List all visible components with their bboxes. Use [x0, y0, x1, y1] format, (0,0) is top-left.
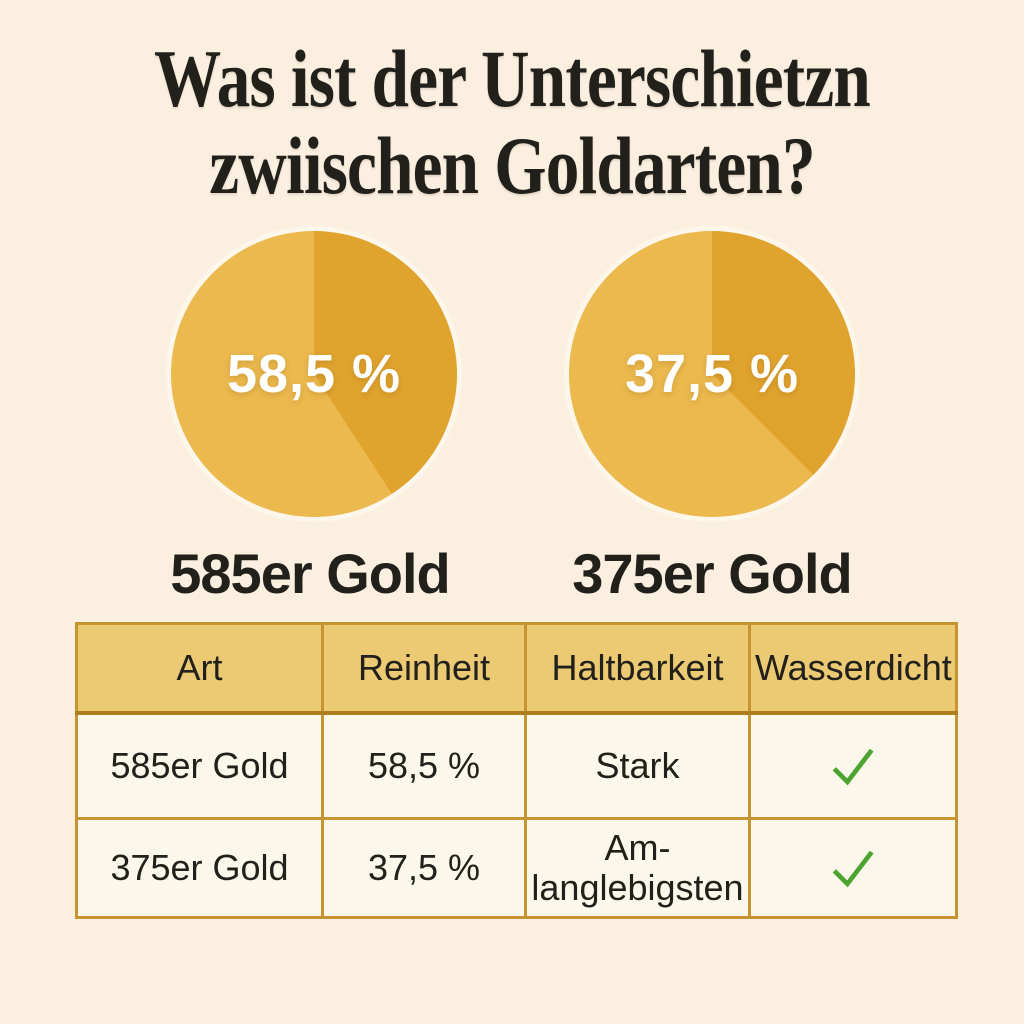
checkmark-icon — [832, 748, 874, 786]
pie-375-percent-label: 37,5 % — [624, 344, 800, 404]
cell-wasserdicht-375 — [748, 817, 958, 919]
pie-585-percent-label: 58,5 % — [226, 344, 402, 404]
gold-comparison-table: Art Reinheit Haltbarkeit Wasserdicht 585… — [75, 622, 958, 919]
table-header-row: Art Reinheit Haltbarkeit Wasserdicht — [75, 622, 958, 715]
cell-reinheit-375: 37,5 % — [321, 817, 527, 919]
column-header-art: Art — [75, 622, 324, 715]
column-header-reinheit: Reinheit — [321, 622, 527, 715]
checkmark-icon — [832, 850, 874, 888]
page-title: Was ist der Unterschietzn zwiischen Gold… — [92, 33, 932, 211]
pie-585-caption: 585er Gold — [170, 542, 450, 605]
pie-chart-585er-gold: 58,5 % — [171, 231, 457, 517]
table-row-375er-gold: 375er Gold 37,5 % Am- langlebigsten — [75, 817, 958, 919]
title-line-2: zwiischen Goldarten? — [209, 119, 815, 211]
table-row-585er-gold: 585er Gold 58,5 % Stark — [75, 711, 958, 820]
pie-chart-375er-gold: 37,5 % — [569, 231, 855, 517]
cell-haltbarkeit-585: Stark — [524, 711, 751, 820]
cell-art-375: 375er Gold — [75, 817, 324, 919]
pie-375-caption: 375er Gold — [572, 542, 852, 605]
cell-haltbarkeit-375: Am- langlebigsten — [524, 817, 751, 919]
column-header-wasserdicht: Wasserdicht — [748, 622, 958, 715]
cell-art-585: 585er Gold — [75, 711, 324, 820]
column-header-haltbarkeit: Haltbarkeit — [524, 622, 751, 715]
cell-wasserdicht-585 — [748, 711, 958, 820]
cell-reinheit-585: 58,5 % — [321, 711, 527, 820]
title-line-1: Was ist der Unterschietzn — [154, 33, 871, 124]
